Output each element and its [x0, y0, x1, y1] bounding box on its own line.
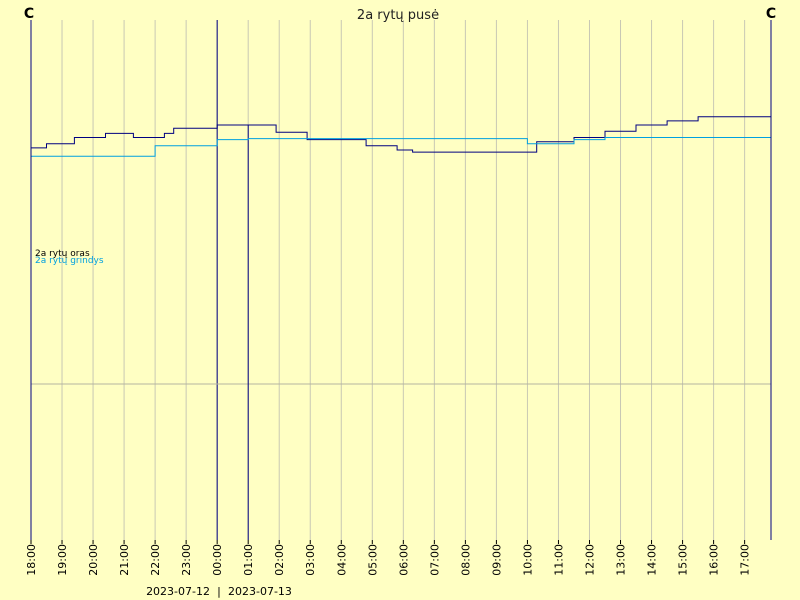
series-line-1: [31, 116, 771, 540]
x-tick-label: 04:00: [335, 544, 348, 576]
x-tick-label: 11:00: [552, 544, 565, 576]
x-tick-label: 22:00: [149, 544, 162, 576]
series-line-2: [31, 137, 771, 157]
x-tick-label: 08:00: [459, 544, 472, 576]
x-tick-label: 05:00: [366, 544, 379, 576]
x-tick-label: 17:00: [739, 544, 752, 576]
x-tick-label: 00:00: [211, 544, 224, 576]
x-tick-label: 10:00: [521, 544, 534, 576]
x-tick-label: 18:00: [25, 544, 38, 576]
axes: [30, 20, 772, 540]
x-tick-labels: 18:00 19:00 20:00 21:00 22:00 23:00 00:00 01:00…: [25, 544, 752, 576]
x-tick-label: 23:00: [180, 544, 193, 576]
date-label-left: 2023-07-12: [146, 585, 210, 598]
x-tick-label: 01:00: [242, 544, 255, 576]
x-tick-label: 06:00: [397, 544, 410, 576]
x-tick-label: 09:00: [490, 544, 503, 576]
unit-label-left: C: [24, 6, 34, 22]
x-tick-label: 15:00: [677, 544, 690, 576]
x-tick-label: 16:00: [708, 544, 721, 576]
x-tick-label: 07:00: [428, 544, 441, 576]
legend-series-2: 2a rytų grindys: [35, 256, 104, 266]
legend-series-1: 2a rytų oras: [35, 249, 90, 259]
x-tick-label: 19:00: [56, 544, 69, 576]
x-tick-label: 20:00: [87, 544, 100, 576]
x-tick-label: 03:00: [304, 544, 317, 576]
x-tick-label: 21:00: [118, 544, 131, 576]
x-tick-label: 13:00: [615, 544, 628, 576]
date-label-right: 2023-07-13: [228, 585, 292, 598]
x-tick-label: 14:00: [646, 544, 659, 576]
series-layer: [31, 116, 771, 540]
unit-label-right: C: [766, 6, 776, 22]
date-separator: |: [217, 585, 221, 598]
x-tick-label: 12:00: [583, 544, 596, 576]
chart-title: 2a rytų pusė: [357, 8, 439, 23]
x-tick-label: 02:00: [273, 544, 286, 576]
